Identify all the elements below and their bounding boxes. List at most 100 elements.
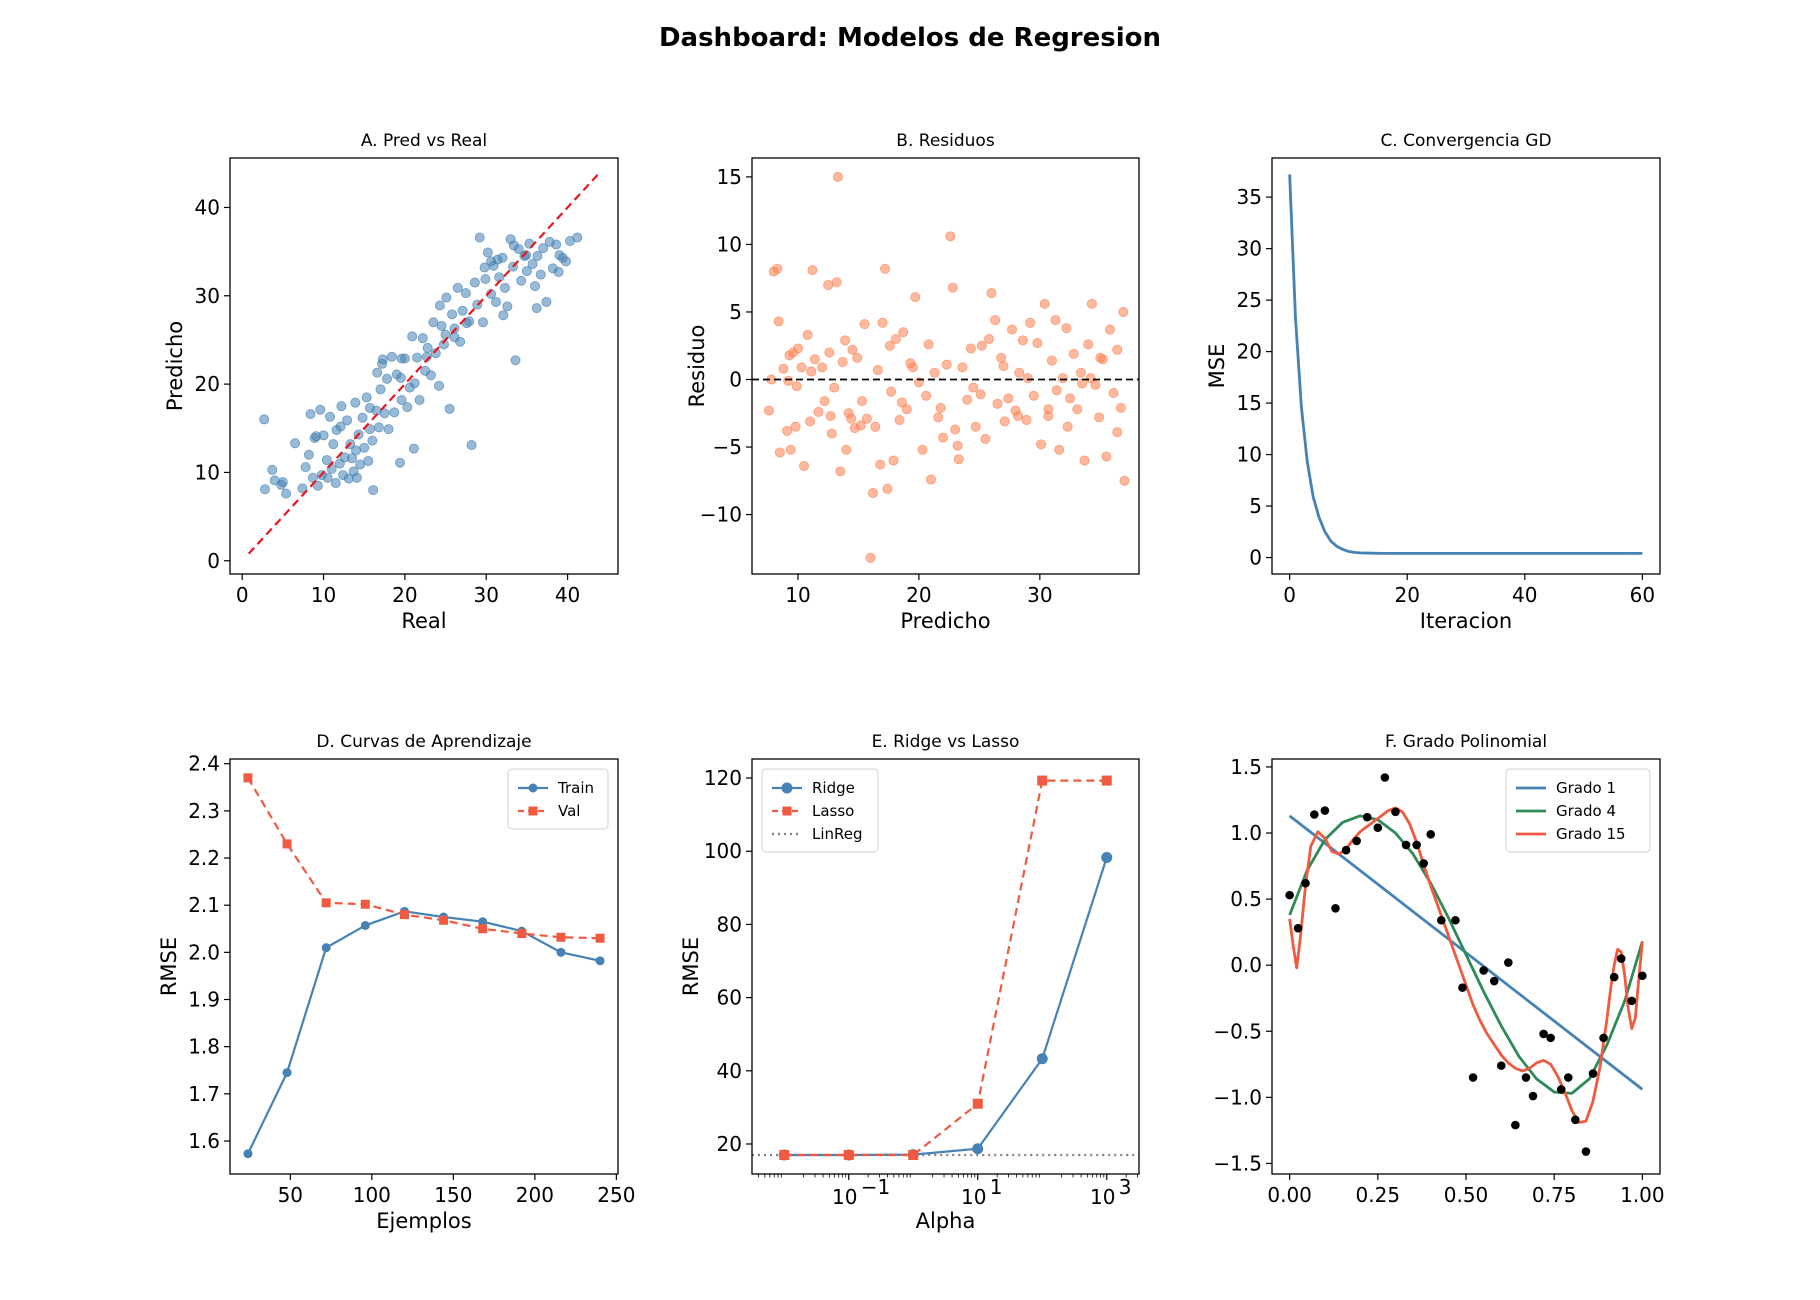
- scatter-point: [325, 411, 336, 422]
- residual-point: [1083, 339, 1094, 350]
- scatter-point: [430, 348, 441, 359]
- residual-point: [882, 483, 893, 494]
- val-point: [399, 910, 409, 920]
- scatter-point: [363, 455, 374, 466]
- panel-b: B. Residuos Predicho Residuo 10 20 30 −10 −5 0 5 1…: [685, 131, 1140, 633]
- residual-point: [791, 381, 802, 392]
- residual-point: [872, 365, 883, 376]
- residual-point: [1043, 410, 1054, 421]
- scatter-point: [359, 442, 370, 453]
- x-tick-label: 0.50: [1444, 1183, 1489, 1207]
- y-tick-label: 2.1: [188, 893, 220, 917]
- val-point: [556, 932, 566, 942]
- x-tick-label: 30: [1027, 583, 1052, 607]
- scatter-point: [482, 247, 493, 258]
- y-tick-label: 5: [1249, 494, 1262, 518]
- data-point: [1331, 904, 1340, 913]
- data-point: [1451, 915, 1460, 925]
- residual-point: [870, 421, 881, 432]
- scatter-point: [560, 256, 571, 267]
- scatter-point: [516, 275, 527, 286]
- y-tick-label: 10: [717, 232, 742, 256]
- axes-frame: [1271, 157, 1661, 575]
- scatter-point: [414, 395, 425, 406]
- scatter-point: [532, 251, 543, 262]
- x-tick-label: 40: [555, 583, 580, 607]
- residual-point: [841, 444, 852, 455]
- y-tick-label: 2.0: [188, 940, 220, 964]
- residual-point: [1118, 306, 1129, 317]
- x-tick-label: 0: [1283, 583, 1296, 607]
- residual-point: [950, 424, 961, 435]
- data-point: [1496, 1061, 1506, 1070]
- y-tick-label: 1.5: [1230, 755, 1262, 779]
- train-point: [556, 947, 566, 957]
- y-tick-label: 2.2: [188, 846, 220, 870]
- x-tick-label: 40: [1512, 583, 1537, 607]
- x-axis-label: Predicho: [900, 609, 990, 633]
- y-tick-label: 100: [704, 839, 742, 863]
- x-tick-exponent: 3: [1119, 1175, 1132, 1199]
- lasso-point: [1037, 775, 1048, 786]
- data-point: [1571, 1115, 1580, 1125]
- legend-label: Val: [558, 802, 580, 820]
- residual-point: [1051, 385, 1062, 396]
- y-tick-label: −1.0: [1213, 1085, 1262, 1109]
- x-tick-label: 10: [961, 1185, 986, 1209]
- residual-point: [962, 394, 973, 405]
- residual-point: [1032, 338, 1043, 349]
- data-point: [1468, 1073, 1478, 1082]
- scatter-point: [521, 266, 532, 277]
- identity-line: [247, 173, 600, 555]
- residual-point: [965, 343, 976, 354]
- ridge-line: [784, 857, 1108, 1157]
- data-point: [1380, 773, 1390, 782]
- x-tick-label: 30: [473, 583, 498, 607]
- x-tick-label: 10: [311, 583, 336, 607]
- scatter-point: [300, 462, 311, 473]
- residual-point: [782, 425, 793, 436]
- residual-point: [1068, 348, 1079, 359]
- residual-point: [921, 390, 932, 401]
- scatter-point: [553, 266, 564, 277]
- residual-point: [923, 339, 934, 350]
- y-tick-label: 25: [1237, 288, 1262, 312]
- residual-point: [975, 389, 986, 400]
- y-tick-label: 5: [729, 300, 742, 324]
- x-tick-label: 50: [278, 1183, 303, 1207]
- scatter-point: [477, 317, 488, 328]
- residual-point: [1075, 367, 1086, 378]
- legend-entry: Val: [518, 802, 580, 820]
- residual-point: [825, 410, 836, 421]
- legend-label: Lasso: [812, 802, 854, 820]
- y-tick-label: −5: [713, 435, 742, 459]
- data-point: [1609, 972, 1619, 982]
- residual-point: [796, 362, 807, 373]
- x-tick-label: 150: [434, 1183, 472, 1207]
- val-line: [246, 777, 601, 940]
- y-tick-label: −1.5: [1213, 1151, 1262, 1175]
- scatter-point: [373, 422, 384, 433]
- residual-point: [1021, 415, 1032, 426]
- legend-label: Train: [557, 779, 594, 797]
- data-point: [1638, 971, 1647, 981]
- residual-point: [817, 362, 828, 373]
- scatter-point: [541, 296, 552, 307]
- residual-point: [824, 347, 835, 358]
- scatter-point: [315, 404, 326, 415]
- residual-point: [1025, 317, 1036, 328]
- residual-point: [802, 329, 813, 340]
- scatter-point: [318, 430, 329, 441]
- residual-point: [1085, 373, 1096, 384]
- residual-point: [880, 263, 891, 274]
- residual-point: [976, 340, 987, 351]
- scatter-point: [389, 407, 400, 418]
- data-point: [1285, 890, 1294, 900]
- residual-point: [1062, 421, 1073, 432]
- residual-point: [846, 413, 857, 424]
- scatter-point: [434, 300, 445, 311]
- x-tick-label: 20: [906, 583, 931, 607]
- scatter-point: [350, 397, 361, 408]
- data-point: [1401, 840, 1411, 850]
- legend: Train Val: [507, 768, 609, 830]
